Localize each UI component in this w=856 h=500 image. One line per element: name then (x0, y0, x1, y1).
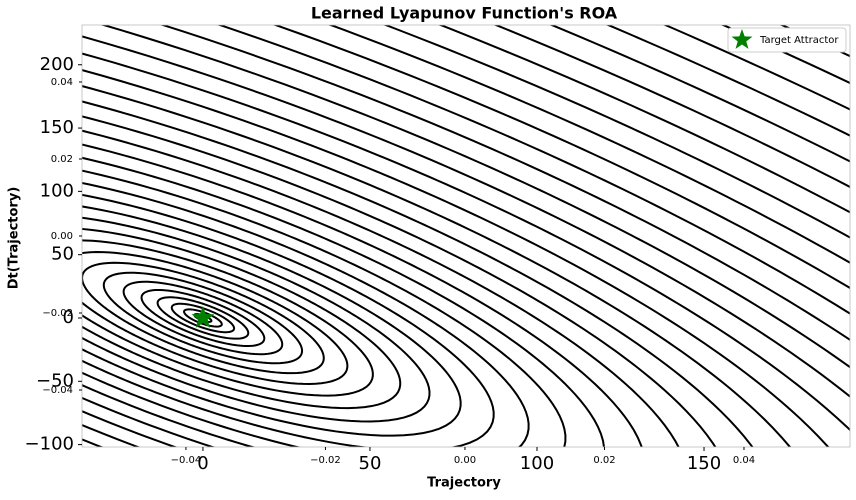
contour-line (82, 227, 402, 410)
y2-tick-label: −0.02 (42, 308, 73, 319)
contour-line (122, 280, 284, 356)
y2-tick-label: 0.00 (51, 231, 73, 242)
contour-line (82, 251, 349, 385)
x2-tick-label: −0.04 (171, 455, 202, 466)
legend-label: Target Attractor (759, 35, 839, 46)
x-tick-label: 50 (359, 453, 382, 474)
y-tick-label: 100 (40, 180, 74, 201)
x2-tick-label: 0.02 (593, 455, 615, 466)
y-tick-label: 150 (40, 117, 74, 138)
legend-box (727, 27, 847, 53)
contour-line (82, 181, 530, 447)
contour-line (82, 169, 567, 447)
contour-line (170, 302, 236, 334)
contour-line (82, 100, 754, 447)
x-tick-label: 100 (520, 453, 554, 474)
contour-line (82, 261, 325, 375)
x-tick-label: 0 (197, 453, 208, 474)
contour-line (82, 143, 643, 447)
y-tick-label: −50 (36, 370, 74, 391)
chart-title: Learned Lyapunov Function's ROA (311, 4, 618, 23)
y-tick-label: 50 (51, 244, 74, 265)
x-tick-label: 150 (687, 453, 721, 474)
contour-line (82, 193, 495, 447)
contour-line (140, 288, 266, 348)
x2-tick-label: 0.04 (733, 455, 755, 466)
contour-line (82, 69, 830, 447)
y2-tick-label: −0.04 (42, 385, 73, 396)
contour-line (82, 216, 431, 423)
y-tick-label: 200 (40, 54, 74, 75)
contour-line (156, 296, 250, 340)
target-marker (191, 305, 215, 328)
y-tick-label: 0 (63, 307, 74, 328)
x2-tick-label: 0.00 (454, 455, 476, 466)
contour-line (82, 129, 680, 447)
y2-tick-label: 0.04 (51, 77, 73, 88)
y-axis-label: Dt(Trajectory) (7, 187, 22, 290)
y2-tick-label: 0.02 (51, 154, 73, 165)
x2-tick-label: −0.02 (310, 455, 341, 466)
contour-line (82, 85, 792, 447)
contour-line (82, 156, 605, 447)
contour-line (82, 115, 717, 447)
x-axis-label: Trajectory (427, 476, 501, 491)
y-tick-label: −100 (25, 434, 74, 455)
contour-line (102, 271, 304, 365)
contour-line (82, 239, 374, 397)
legend-marker (731, 29, 753, 49)
contour-line (82, 205, 462, 437)
